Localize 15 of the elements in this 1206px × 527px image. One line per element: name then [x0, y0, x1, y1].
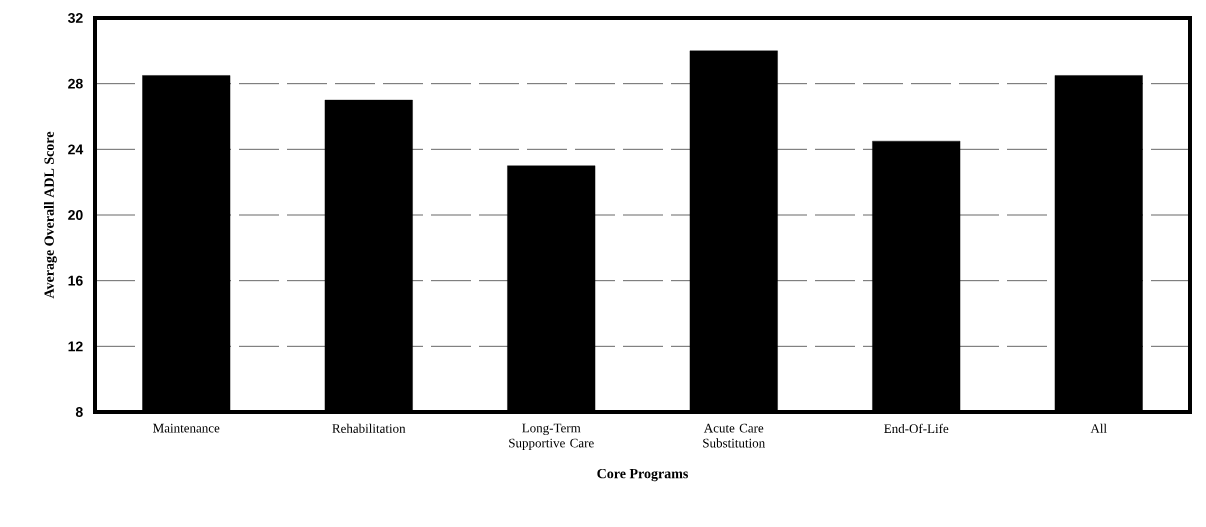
x-tick-label: End-Of-Life	[884, 423, 949, 434]
y-axis-title: Average Overall ADL Score	[44, 131, 57, 299]
y-tick-label: 16	[68, 275, 83, 286]
x-tick-label: Rehabilitation	[332, 423, 406, 433]
y-tick-label: 24	[68, 144, 84, 155]
y-tick-label: 20	[68, 210, 83, 220]
y-tick-label: 8	[75, 407, 83, 417]
y-tick-label: 28	[68, 78, 83, 89]
x-tick-label: Maintenance	[153, 423, 220, 433]
x-tick-label: Long-Term Supportive Care	[509, 423, 594, 451]
x-tick-label: Acute Care Substitution	[703, 423, 765, 448]
x-axis-title: Core Programs	[597, 468, 688, 482]
y-tick-label: 12	[68, 341, 83, 352]
x-tick-label: All	[1090, 423, 1107, 433]
y-tick-label: 32	[67, 13, 83, 23]
